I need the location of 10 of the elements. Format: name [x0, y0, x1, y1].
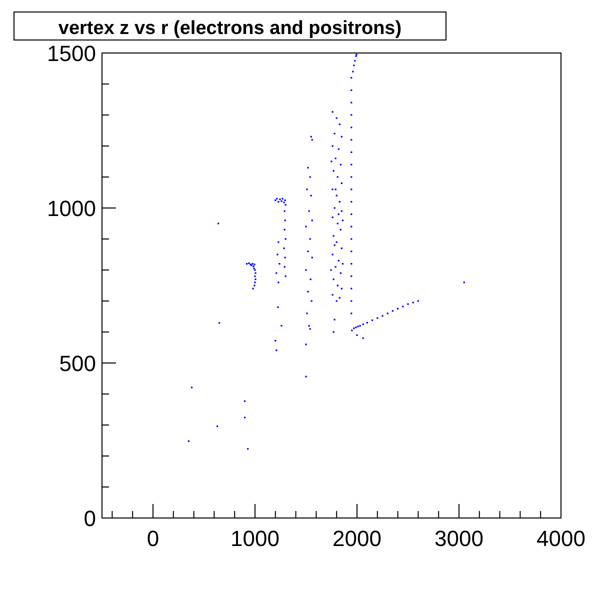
chart-title: vertex z vs r (electrons and positrons) — [58, 18, 402, 39]
y-tick-label: 0 — [84, 506, 96, 531]
y-tick-label: 1500 — [47, 41, 96, 66]
x-tick-label: 3000 — [434, 526, 484, 551]
x-tick-label: 0 — [146, 526, 160, 551]
y-tick-label: 1000 — [47, 196, 96, 221]
x-tick-label: 2000 — [332, 526, 382, 551]
x-tick-label: 1000 — [230, 526, 280, 551]
y-tick-label: 500 — [59, 351, 96, 376]
x-tick-label: 4000 — [536, 526, 586, 551]
